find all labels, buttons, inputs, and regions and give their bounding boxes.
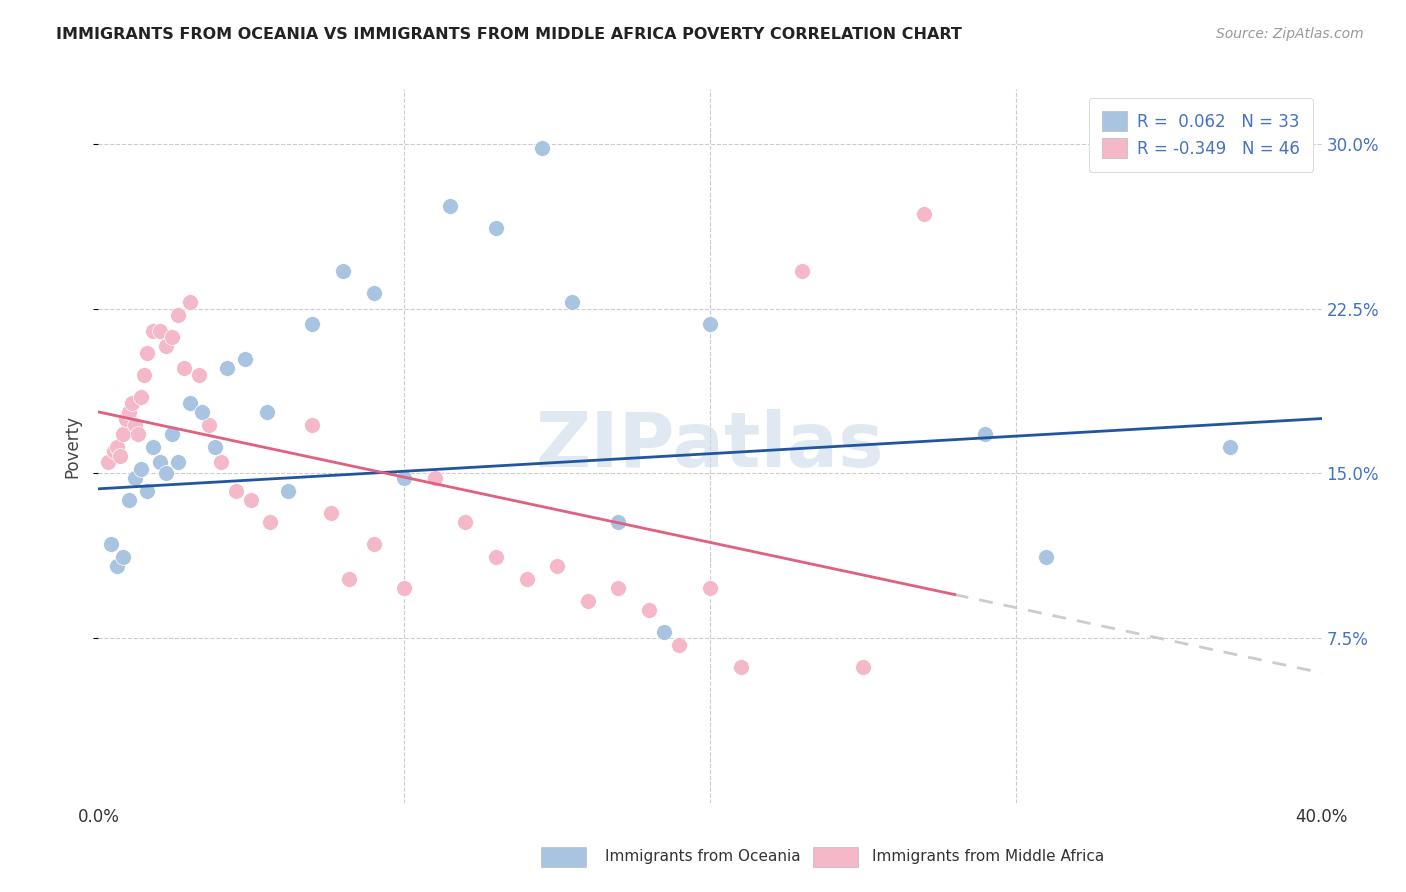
- Point: [439, 198, 461, 212]
- Point: [136, 345, 159, 359]
- Point: [485, 220, 508, 235]
- Point: [256, 405, 278, 419]
- Point: [124, 471, 146, 485]
- Point: [485, 549, 508, 564]
- Point: [332, 264, 354, 278]
- Point: [105, 440, 128, 454]
- Point: [225, 483, 247, 498]
- Point: [209, 455, 232, 469]
- Point: [124, 418, 146, 433]
- Point: [197, 418, 219, 433]
- Point: [142, 440, 165, 454]
- Text: IMMIGRANTS FROM OCEANIA VS IMMIGRANTS FROM MIDDLE AFRICA POVERTY CORRELATION CHA: IMMIGRANTS FROM OCEANIA VS IMMIGRANTS FR…: [56, 27, 962, 42]
- Point: [160, 330, 183, 344]
- Point: [188, 368, 211, 382]
- Point: [115, 411, 138, 425]
- Y-axis label: Poverty: Poverty: [63, 415, 82, 477]
- Point: [790, 264, 813, 278]
- Point: [699, 581, 721, 595]
- Legend: R =  0.062   N = 33, R = -0.349   N = 46: R = 0.062 N = 33, R = -0.349 N = 46: [1088, 97, 1313, 171]
- Point: [363, 286, 385, 301]
- Point: [160, 426, 183, 441]
- Point: [699, 317, 721, 331]
- Point: [179, 396, 201, 410]
- Point: [392, 471, 416, 485]
- Text: Immigrants from Oceania: Immigrants from Oceania: [605, 849, 800, 863]
- Text: Source: ZipAtlas.com: Source: ZipAtlas.com: [1216, 27, 1364, 41]
- Point: [730, 659, 752, 673]
- Point: [240, 492, 263, 507]
- Point: [111, 426, 134, 441]
- Point: [136, 483, 159, 498]
- Point: [105, 558, 128, 573]
- Point: [179, 295, 201, 310]
- Point: [129, 462, 152, 476]
- Point: [546, 558, 568, 573]
- Text: ZIPatlas: ZIPatlas: [536, 409, 884, 483]
- Point: [852, 659, 875, 673]
- Point: [100, 537, 122, 551]
- Point: [204, 440, 226, 454]
- Text: Immigrants from Middle Africa: Immigrants from Middle Africa: [872, 849, 1104, 863]
- Point: [155, 339, 177, 353]
- Point: [912, 207, 935, 221]
- Point: [652, 624, 675, 639]
- Point: [142, 324, 165, 338]
- Point: [191, 405, 214, 419]
- Point: [233, 352, 256, 367]
- Point: [607, 581, 630, 595]
- Point: [1219, 440, 1241, 454]
- Point: [607, 515, 630, 529]
- Point: [215, 361, 238, 376]
- Point: [301, 418, 323, 433]
- Point: [103, 444, 125, 458]
- Point: [149, 455, 172, 469]
- Point: [1035, 549, 1057, 564]
- Point: [167, 455, 190, 469]
- Point: [337, 572, 360, 586]
- Point: [576, 594, 599, 608]
- Point: [363, 537, 385, 551]
- Point: [974, 426, 997, 441]
- Point: [668, 638, 690, 652]
- Point: [454, 515, 477, 529]
- Point: [259, 515, 281, 529]
- Point: [530, 141, 553, 155]
- Point: [277, 483, 299, 498]
- Point: [155, 467, 177, 481]
- Point: [149, 324, 172, 338]
- Point: [423, 471, 446, 485]
- Point: [319, 506, 342, 520]
- Point: [127, 426, 149, 441]
- Point: [118, 405, 141, 419]
- Point: [561, 295, 583, 310]
- Point: [167, 309, 190, 323]
- Point: [129, 390, 152, 404]
- Point: [118, 492, 141, 507]
- Point: [516, 572, 538, 586]
- Point: [301, 317, 323, 331]
- Point: [277, 483, 299, 498]
- Point: [392, 581, 416, 595]
- Point: [111, 549, 134, 564]
- Point: [637, 602, 661, 616]
- Point: [121, 396, 143, 410]
- Point: [134, 368, 156, 382]
- Point: [173, 361, 195, 376]
- Point: [108, 449, 131, 463]
- Point: [97, 455, 120, 469]
